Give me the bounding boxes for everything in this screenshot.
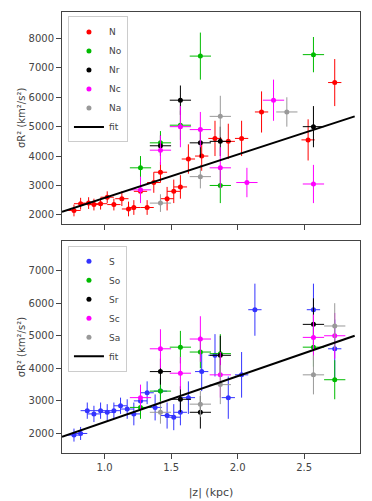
svg-text:fit: fit bbox=[109, 352, 119, 362]
svg-text:4000: 4000 bbox=[29, 363, 54, 374]
svg-text:σR² (km²/s²): σR² (km²/s²) bbox=[16, 317, 27, 378]
svg-text:3000: 3000 bbox=[29, 180, 54, 191]
svg-text:3000: 3000 bbox=[29, 395, 54, 406]
svg-text:6000: 6000 bbox=[29, 92, 54, 103]
svg-text:Na: Na bbox=[109, 103, 121, 113]
svg-text:2.5: 2.5 bbox=[296, 462, 312, 473]
svg-text:Sc: Sc bbox=[109, 314, 120, 324]
svg-text:Sr: Sr bbox=[109, 295, 119, 305]
svg-text:Sa: Sa bbox=[109, 333, 120, 343]
svg-text:Nc: Nc bbox=[109, 84, 121, 94]
svg-text:2000: 2000 bbox=[29, 209, 54, 220]
svg-text:1.0: 1.0 bbox=[97, 462, 113, 473]
svg-text:So: So bbox=[109, 276, 121, 286]
svg-text:7000: 7000 bbox=[29, 62, 54, 73]
svg-text:7000: 7000 bbox=[29, 265, 54, 276]
svg-text:6000: 6000 bbox=[29, 298, 54, 309]
svg-text:fit: fit bbox=[109, 122, 119, 132]
svg-text:N: N bbox=[109, 27, 116, 37]
svg-text:|z| (kpc): |z| (kpc) bbox=[189, 486, 234, 499]
svg-text:2000: 2000 bbox=[29, 428, 54, 439]
svg-text:Nr: Nr bbox=[109, 65, 120, 75]
svg-text:1.5: 1.5 bbox=[163, 462, 179, 473]
svg-text:No: No bbox=[109, 46, 122, 56]
svg-text:σR² (km²/s²): σR² (km²/s²) bbox=[16, 88, 27, 149]
svg-text:S: S bbox=[109, 257, 115, 267]
svg-text:5000: 5000 bbox=[29, 330, 54, 341]
svg-text:5000: 5000 bbox=[29, 121, 54, 132]
svg-text:8000: 8000 bbox=[29, 33, 54, 44]
svg-text:2.0: 2.0 bbox=[230, 462, 246, 473]
svg-text:4000: 4000 bbox=[29, 151, 54, 162]
